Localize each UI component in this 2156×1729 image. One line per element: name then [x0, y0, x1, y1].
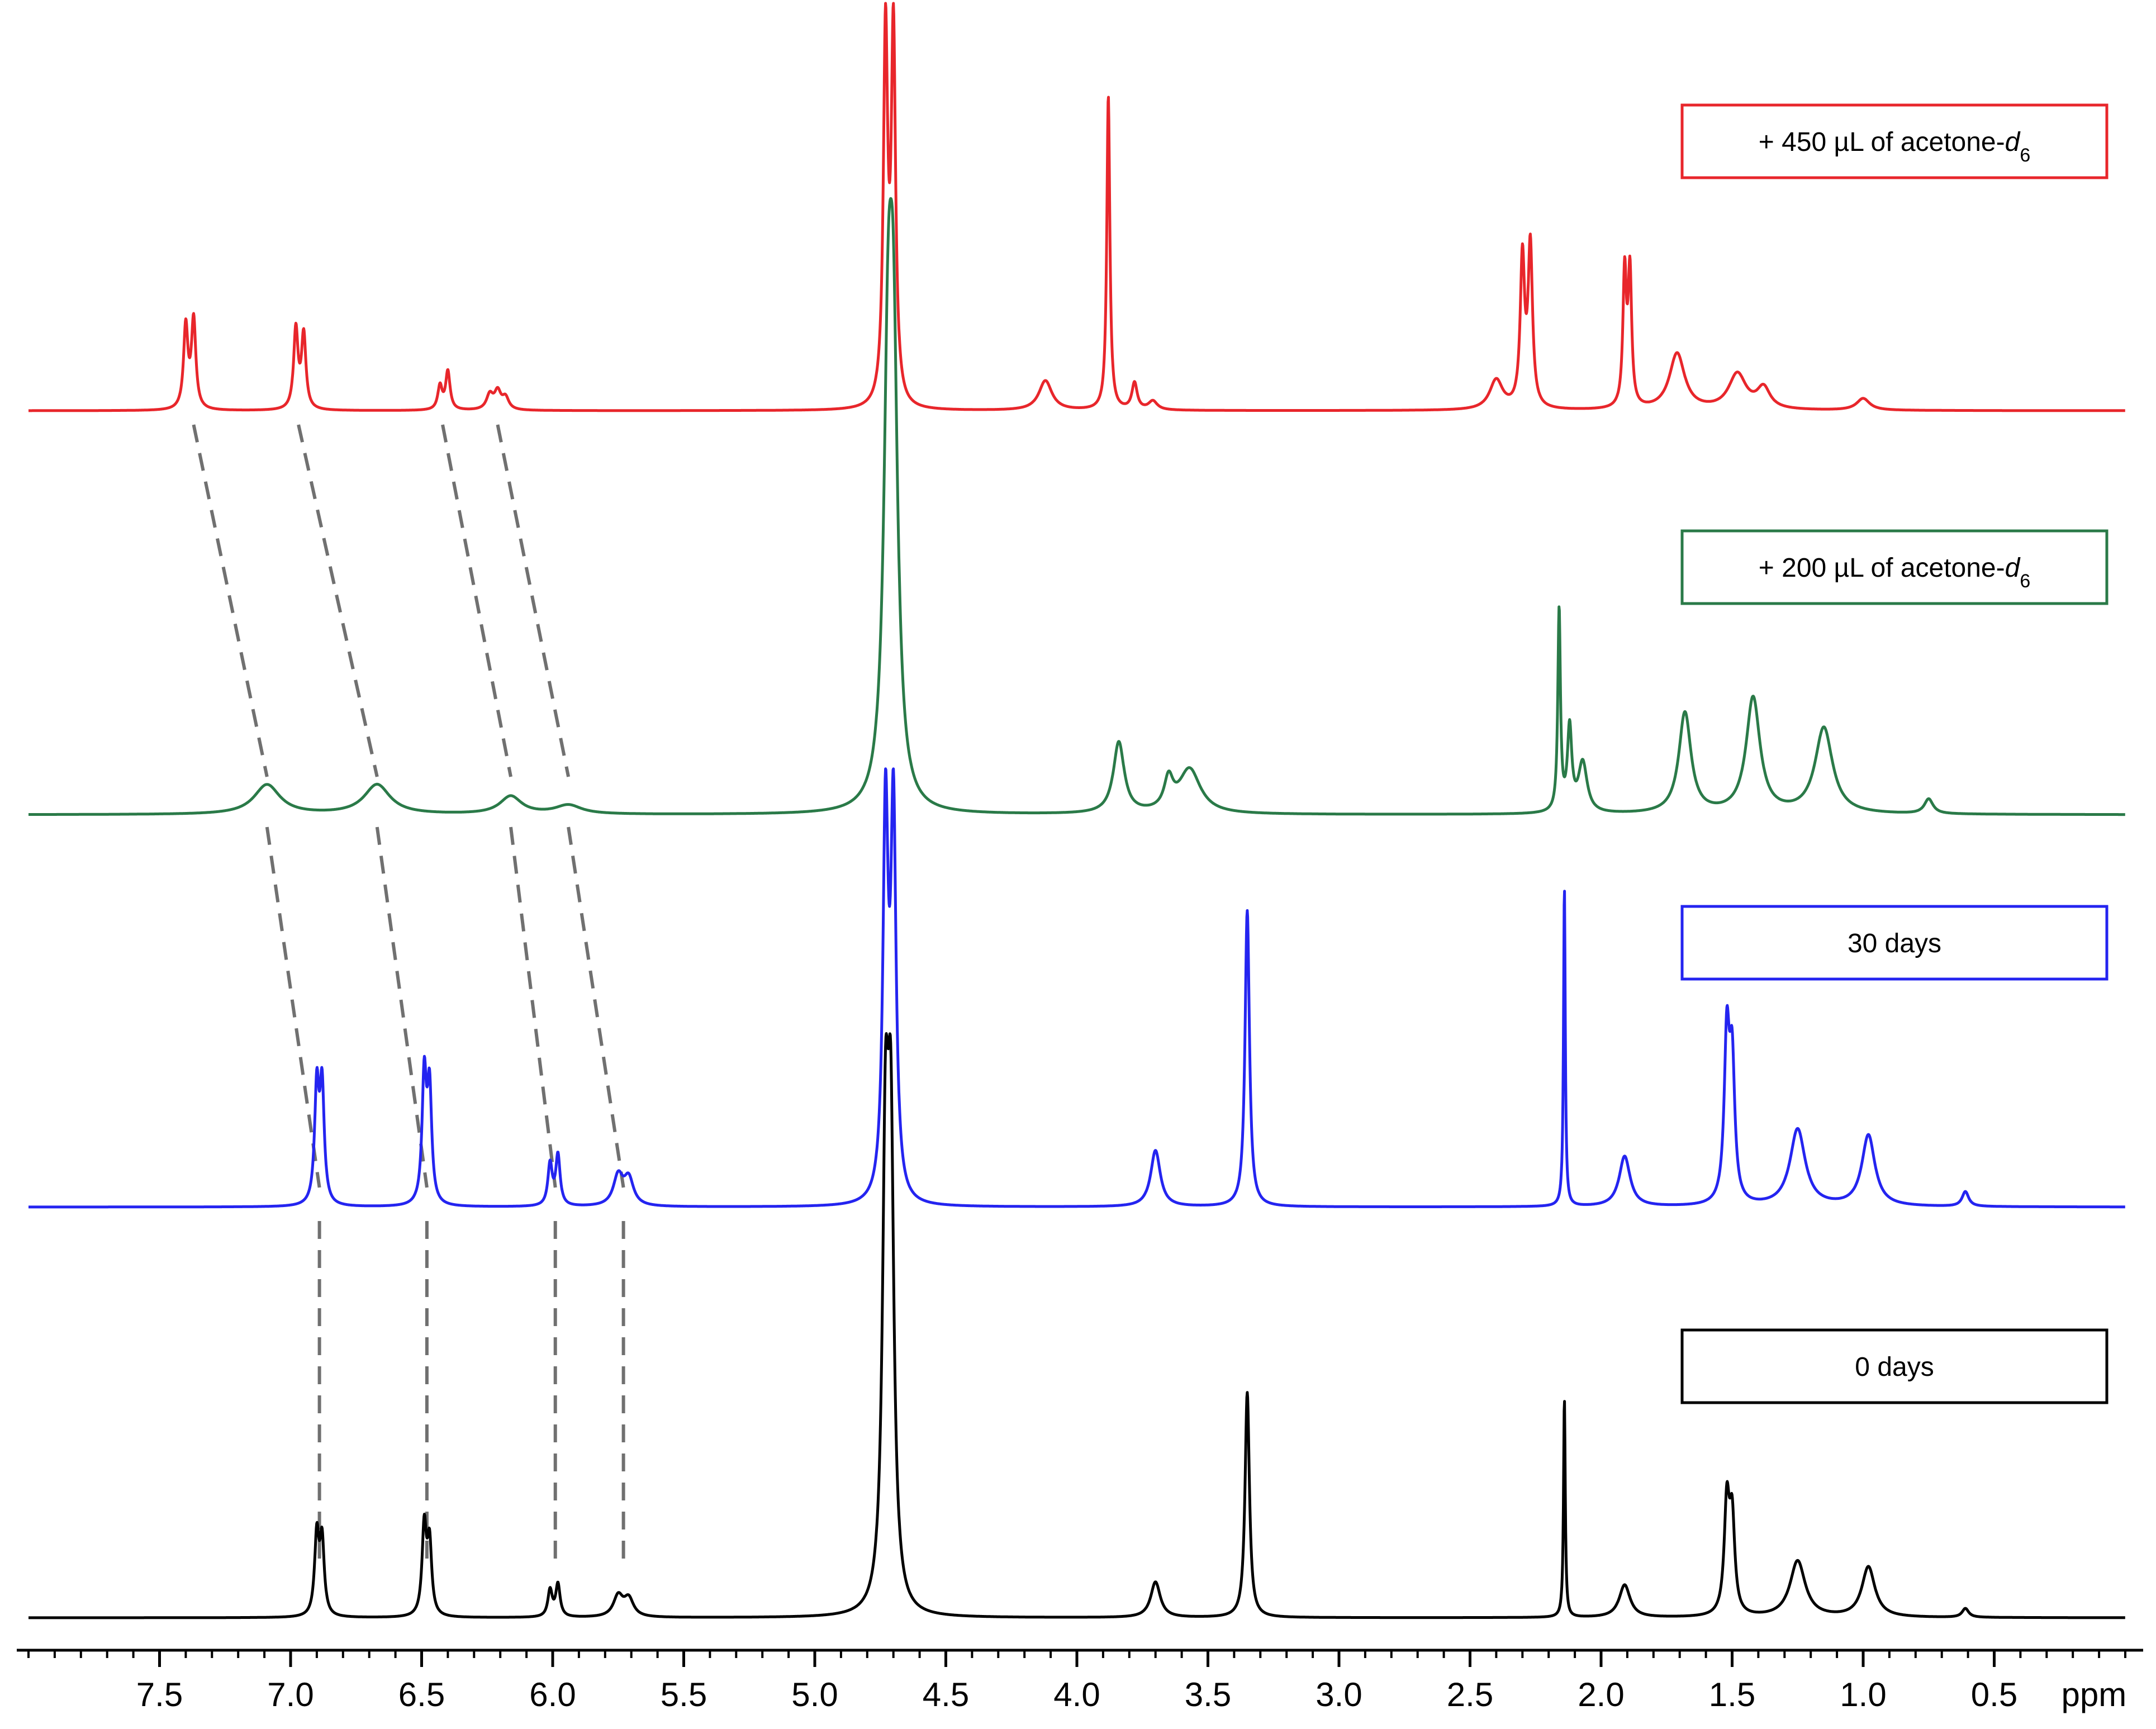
- correlation-line: [496, 424, 571, 777]
- tick-label: 2.5: [1447, 1676, 1493, 1713]
- tick-label: 5.0: [791, 1676, 838, 1713]
- legend-box-2: + 200 µL of acetone-d6: [1680, 529, 2108, 605]
- legend-box-1: + 450 µL of acetone-d6: [1680, 103, 2108, 179]
- legend-label: 30 days: [1848, 929, 1941, 958]
- legend-label-part: 6: [2020, 571, 2030, 592]
- legend-label-part: d: [2005, 553, 2021, 583]
- correlation-line: [441, 424, 512, 777]
- correlation-line: [192, 424, 269, 777]
- legend-label-part: 30 days: [1848, 929, 1941, 958]
- correlation-line: [509, 826, 557, 1188]
- spectrum-trace-2: [27, 197, 2126, 816]
- x-axis-unit-label: ppm: [2062, 1676, 2127, 1713]
- legend-label-part: d: [2005, 127, 2021, 157]
- legend-frame: [1680, 103, 2108, 179]
- legend-box-3: 30 days: [1680, 905, 2108, 981]
- correlation-line: [567, 826, 625, 1188]
- tick-label: 1.5: [1709, 1676, 1755, 1713]
- correlation-line: [297, 424, 379, 777]
- spectra-layer: [27, 2, 2126, 1619]
- legend-frame: [1680, 905, 2108, 981]
- legend-label-part: 0 days: [1855, 1352, 1934, 1382]
- x-axis-major-ticks: [158, 1650, 1996, 1667]
- spectrum-trace-4: [27, 1032, 2126, 1619]
- legend-label-part: + 200 µL of acetone-: [1759, 553, 2005, 583]
- legend-frame: [1680, 529, 2108, 605]
- spectrum-trace-3: [27, 767, 2126, 1209]
- tick-label: 0.5: [1971, 1676, 2017, 1713]
- x-axis-tick-labels: 7.5 7.0 6.5 6.0 5.5 5.0 4.5 4.0 3.5 3.0 2.5 2.0 1.5 1…: [136, 1676, 2017, 1713]
- correlation-line: [265, 826, 321, 1188]
- spectrum-trace-1: [27, 2, 2126, 412]
- legend-frame: [1680, 1328, 2108, 1404]
- tick-label: 6.0: [529, 1676, 576, 1713]
- legend-label: 0 days: [1855, 1352, 1934, 1382]
- tick-label: 1.0: [1840, 1676, 1886, 1713]
- legend-label: + 200 µL of acetone-d6: [1759, 553, 2030, 592]
- tick-label: 6.5: [398, 1676, 445, 1713]
- legend-label-part: 6: [2020, 145, 2030, 166]
- legend-box-4: 0 days: [1680, 1328, 2108, 1404]
- tick-label: 4.5: [923, 1676, 969, 1713]
- correlation-lines-layer: [192, 424, 625, 1568]
- correlation-line: [375, 826, 429, 1188]
- legend-label: + 450 µL of acetone-d6: [1759, 127, 2030, 166]
- tick-label: 7.0: [267, 1676, 314, 1713]
- x-axis: 7.5 7.0 6.5 6.0 5.5 5.0 4.5 4.0 3.5 3.0 2.5 2.0 1.5 1…: [17, 1649, 2143, 1713]
- tick-label: 4.0: [1053, 1676, 1100, 1713]
- tick-label: 3.5: [1185, 1676, 1231, 1713]
- legend-layer: + 450 µL of acetone-d6+ 200 µL of aceton…: [1680, 103, 2108, 1404]
- legend-label-part: + 450 µL of acetone-: [1759, 127, 2005, 157]
- tick-label: 5.5: [661, 1676, 707, 1713]
- tick-label: 3.0: [1316, 1676, 1362, 1713]
- tick-label: 7.5: [136, 1676, 183, 1713]
- tick-label: 2.0: [1578, 1676, 1624, 1713]
